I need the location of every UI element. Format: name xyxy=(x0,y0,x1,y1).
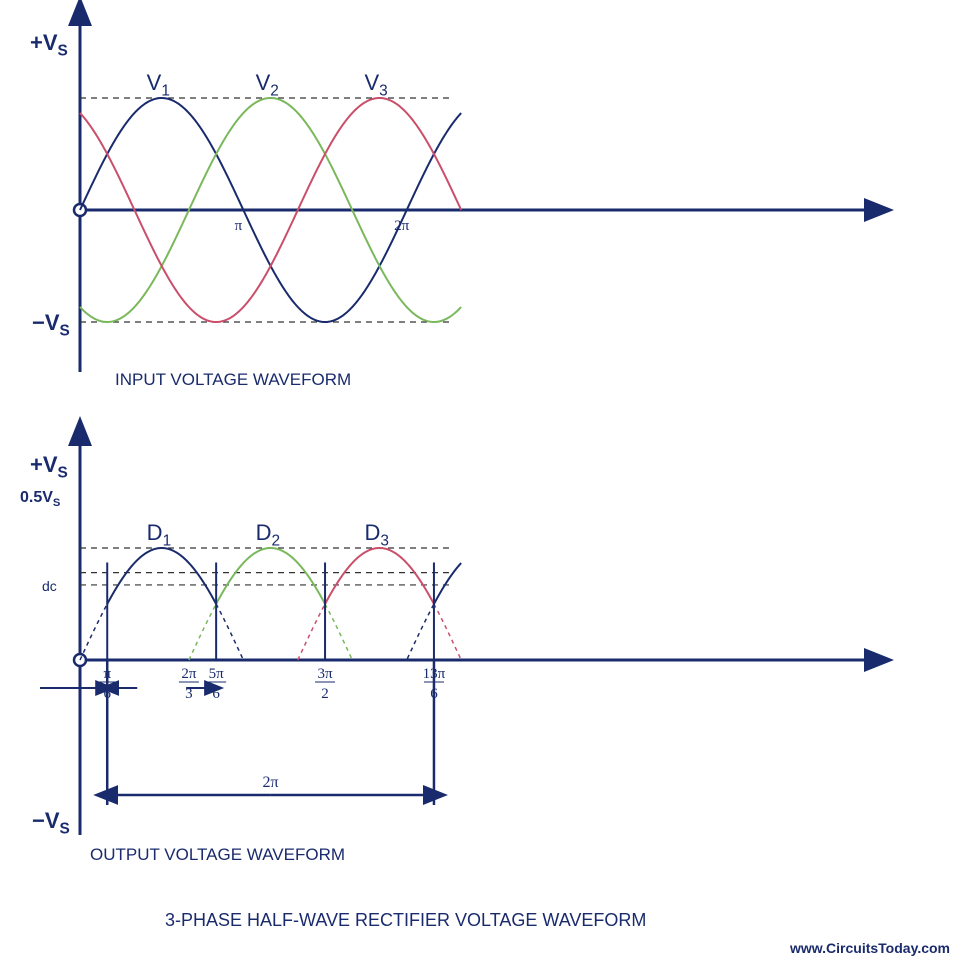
credit-text: www.CircuitsToday.com xyxy=(790,940,950,956)
svg-text:2π: 2π xyxy=(181,666,197,682)
svg-text:5π: 5π xyxy=(209,666,225,682)
svg-text:6: 6 xyxy=(212,686,220,702)
svg-text:2: 2 xyxy=(321,686,329,702)
svg-text:V2: V2 xyxy=(256,70,279,100)
svg-text:V3: V3 xyxy=(364,70,387,100)
svg-text:dc: dc xyxy=(42,578,57,594)
svg-text:2π: 2π xyxy=(263,774,279,791)
output-chart-title: OUTPUT VOLTAGE WAVEFORM xyxy=(90,845,345,865)
svg-text:D1: D1 xyxy=(147,520,171,550)
svg-text:−VS: −VS xyxy=(32,808,70,838)
main-title: 3-PHASE HALF-WAVE RECTIFIER VOLTAGE WAVE… xyxy=(165,910,646,931)
svg-text:3π: 3π xyxy=(317,666,333,682)
input-chart-title: INPUT VOLTAGE WAVEFORM xyxy=(115,370,351,390)
svg-text:+VS: +VS xyxy=(30,30,68,60)
waveform-diagram: +VS−VSV1V2V3π2π+VS0.5VSdc−VSD1D2D3π62π35… xyxy=(0,0,970,970)
svg-text:V1: V1 xyxy=(147,70,170,100)
svg-text:D3: D3 xyxy=(364,520,388,550)
svg-text:+VS: +VS xyxy=(30,452,68,482)
svg-text:D2: D2 xyxy=(256,520,280,550)
svg-text:2π: 2π xyxy=(394,218,410,234)
svg-text:π: π xyxy=(235,218,243,234)
svg-text:−VS: −VS xyxy=(32,310,70,340)
svg-text:0.5VS: 0.5VS xyxy=(20,489,61,509)
